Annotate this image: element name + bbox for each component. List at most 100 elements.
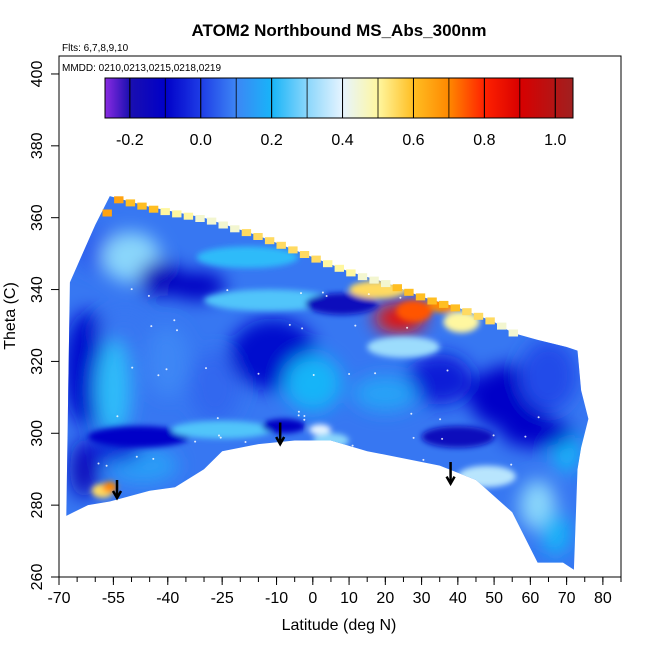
y-axis-label: Theta (C) <box>2 282 19 350</box>
flight-arrows <box>111 422 456 501</box>
edge-block <box>381 280 391 288</box>
sample-dot <box>147 294 150 297</box>
edge-block <box>148 205 159 213</box>
x-axis: -70 -55 -40 -25 -10 0 10 20 30 40 50 60 70 80 <box>47 577 622 607</box>
sample-dot <box>257 372 260 375</box>
x-axis-tick-label: -70 <box>47 590 70 607</box>
x-axis-tick-label: -40 <box>156 590 179 607</box>
chart-subtitle-flights: Flts: 6,7,8,9,10 <box>62 43 129 54</box>
field-feature-10 <box>189 350 241 423</box>
flight-arrow <box>275 422 286 447</box>
y-axis-tick-label: 340 <box>29 276 46 303</box>
edge-block <box>253 233 263 240</box>
field-fine-feature-5 <box>203 289 335 312</box>
sample-dot <box>157 374 160 377</box>
flight-arrow-head <box>111 490 123 501</box>
edge-block <box>415 293 426 301</box>
edge-block <box>404 288 414 296</box>
field-fine-feature-27 <box>262 418 306 434</box>
sample-dot <box>116 415 119 418</box>
sample-dot <box>367 293 370 296</box>
edge-block <box>218 221 228 229</box>
sample-dot <box>301 327 304 330</box>
colorbar-tick-label: -0.2 <box>116 132 144 149</box>
plot-frame <box>58 55 622 578</box>
sample-dot <box>510 463 513 466</box>
sample-dot <box>216 417 219 420</box>
x-axis-label: Latitude (deg N) <box>282 617 397 634</box>
field-fine-feature-25 <box>87 426 190 448</box>
colorbar-gradient <box>104 77 574 119</box>
sample-dot <box>288 323 291 326</box>
field-feature-8 <box>95 339 132 441</box>
sample-dot <box>97 462 100 465</box>
edge-block <box>299 251 310 258</box>
sample-dot <box>410 412 413 415</box>
sample-dot <box>537 416 540 419</box>
sample-dot <box>530 319 533 322</box>
x-axis-tick-label: 0 <box>308 590 317 607</box>
sample-dot <box>176 329 178 332</box>
field-fine-feature-4 <box>196 246 299 269</box>
y-axis-tick-label: 360 <box>29 204 46 231</box>
flight-arrow <box>445 462 456 487</box>
sample-dot <box>348 373 351 375</box>
edge-block <box>485 317 495 325</box>
edge-block <box>450 304 460 312</box>
field-fine-feature-18 <box>443 311 480 333</box>
sample-dot <box>492 434 495 437</box>
edge-block <box>473 312 484 320</box>
sample-dot <box>165 368 168 371</box>
edge-block <box>392 284 402 292</box>
sample-dot <box>226 289 229 292</box>
x-axis-tick-label: -25 <box>211 590 234 607</box>
sample-dot <box>422 458 425 461</box>
y-axis-tick-label: 300 <box>29 420 46 447</box>
y-axis-tick-label: 400 <box>29 61 46 88</box>
edge-block <box>264 237 275 245</box>
field-feature-20 <box>407 354 473 405</box>
x-axis-tick-label: 60 <box>521 590 539 607</box>
sample-dot <box>131 366 134 369</box>
sample-dot <box>441 437 444 440</box>
sample-dot <box>135 455 138 458</box>
x-axis-tick-label: 70 <box>558 590 576 607</box>
edge-block <box>125 199 136 207</box>
sample-dot <box>300 292 302 295</box>
edge-block <box>497 322 507 330</box>
edge-block <box>276 241 286 249</box>
field-fine-feature-26 <box>171 420 273 439</box>
sample-dot <box>399 296 402 299</box>
edge-block <box>288 246 298 254</box>
edge-block <box>357 273 368 281</box>
sample-dot <box>297 414 300 417</box>
flight-arrow-head <box>445 475 456 487</box>
edge-block <box>462 308 472 316</box>
edge-block <box>346 269 356 277</box>
upper-edge-band <box>102 196 518 337</box>
sample-dot <box>524 435 527 438</box>
field-feature-3 <box>167 271 226 301</box>
field-fine-feature-37 <box>102 481 118 493</box>
edge-block <box>114 196 124 204</box>
field-feature-21 <box>352 375 418 412</box>
sample-dot <box>351 444 354 447</box>
edge-block <box>323 260 333 268</box>
colorbar: -0.2 0.0 0.2 0.4 0.6 0.8 1.0 <box>104 77 574 149</box>
field-fine-feature-19 <box>367 336 440 358</box>
field-fine-feature-28 <box>309 424 331 436</box>
sample-dot <box>406 326 409 329</box>
x-axis-tick-label: 30 <box>413 590 431 607</box>
colorbar-tick-label: 0.8 <box>473 132 495 149</box>
colorbar-tick-label: 0.0 <box>190 132 212 149</box>
sample-dot <box>312 374 315 376</box>
flight-arrow-head <box>275 436 286 447</box>
sample-dot <box>325 295 328 297</box>
sample-dot <box>446 369 449 372</box>
sample-dot <box>218 434 220 437</box>
edge-block <box>230 225 240 233</box>
sample-dot <box>439 418 442 421</box>
sample-dot <box>150 325 153 328</box>
sample-dot <box>130 288 133 291</box>
x-axis-tick-label: 80 <box>594 590 612 607</box>
